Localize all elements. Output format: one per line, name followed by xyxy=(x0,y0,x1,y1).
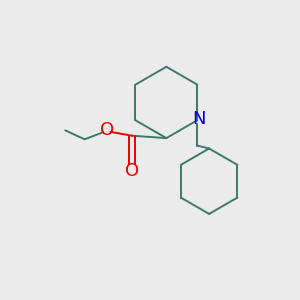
Text: N: N xyxy=(192,110,206,128)
Text: O: O xyxy=(100,122,114,140)
Text: O: O xyxy=(125,161,139,179)
